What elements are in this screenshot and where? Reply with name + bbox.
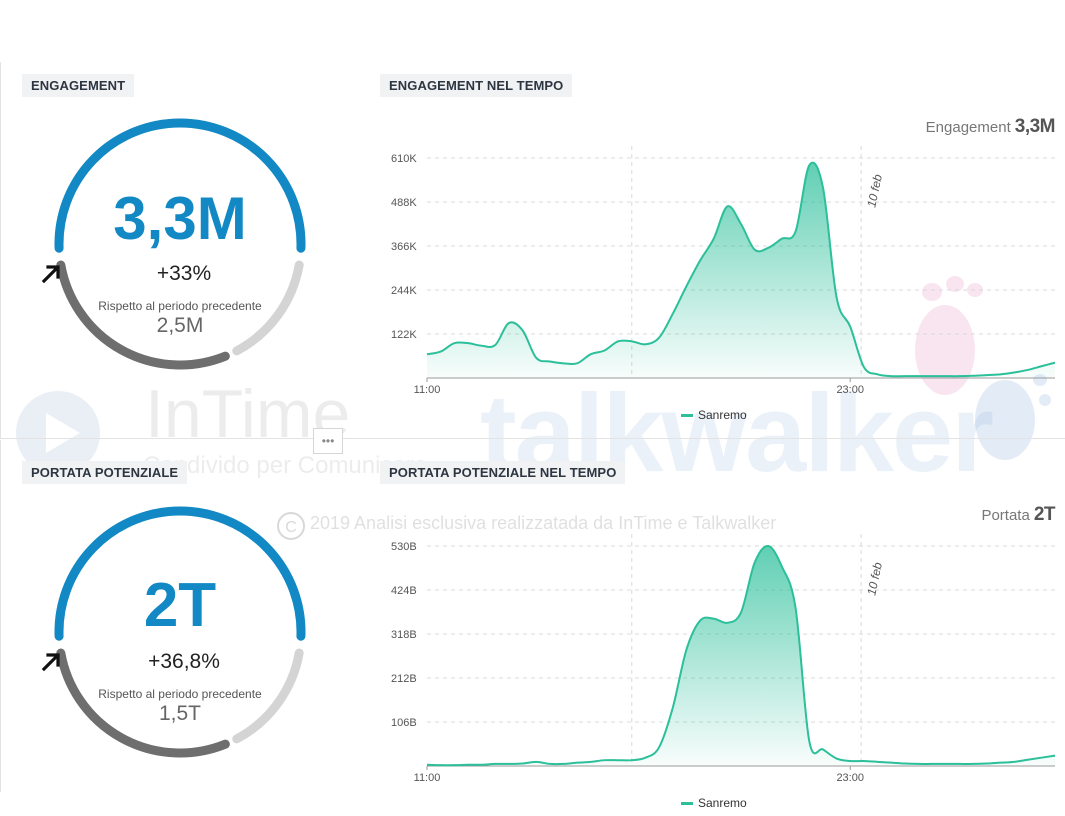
legend-swatch bbox=[681, 414, 693, 418]
left-border bbox=[0, 62, 1, 438]
engagement-delta-value: +33% bbox=[156, 262, 212, 285]
reach-delta: +36,8% bbox=[40, 650, 320, 674]
reach-metric: Portata 2T bbox=[981, 504, 1055, 526]
series-area-sanremo bbox=[427, 545, 1055, 766]
reach-time-panel-title: PORTATA POTENZIALE NEL TEMPO bbox=[380, 461, 626, 484]
y-tick-label: 122K bbox=[391, 329, 417, 341]
engagement-area-chart: 122K 244K 366K 488K 610K 11:00 23:00 10 feb bbox=[391, 146, 1056, 396]
engagement-gauge-ring bbox=[54, 118, 306, 370]
x-tick-label: 11:00 bbox=[414, 772, 441, 784]
y-tick-label: 424B bbox=[391, 585, 417, 597]
engagement-panel-title: ENGAGEMENT bbox=[22, 74, 135, 97]
reach-delta-value: +36,8% bbox=[148, 650, 220, 673]
engagement-gauge-value: 3,3M bbox=[113, 185, 247, 252]
reach-panel-title: PORTATA POTENZIALE bbox=[22, 461, 188, 484]
engagement-gauge: 3,3M +33% Rispetto al periodo precedente… bbox=[40, 104, 320, 384]
y-tick-label: 212B bbox=[391, 673, 417, 685]
reach-gauge-value: 2T bbox=[143, 571, 217, 640]
engagement-metric-label: Engagement bbox=[925, 119, 1011, 136]
engagement-delta: +33% bbox=[40, 262, 320, 286]
section-divider bbox=[0, 438, 1065, 439]
series-line-sanremo bbox=[426, 161, 1056, 378]
legend-swatch bbox=[681, 802, 693, 806]
reach-compare-label: Rispetto al periodo precedente bbox=[98, 687, 262, 701]
gauge-arc-previous bbox=[56, 260, 230, 370]
gauge-arc-remainder bbox=[232, 260, 304, 356]
date-marker-label: 10 feb bbox=[864, 561, 885, 597]
y-tick-label: 530B bbox=[391, 541, 417, 553]
engagement-time-panel-title: ENGAGEMENT NEL TEMPO bbox=[380, 74, 573, 97]
x-tick-label: 11:00 bbox=[414, 384, 441, 396]
left-border-bottom bbox=[0, 440, 1, 792]
date-marker-label: 10 feb bbox=[864, 173, 885, 209]
y-tick-label: 318B bbox=[391, 629, 417, 641]
more-options-handle[interactable]: ••• bbox=[313, 428, 343, 454]
y-tick-label: 244K bbox=[391, 285, 417, 297]
engagement-legend-label: Sanremo bbox=[698, 408, 747, 422]
x-tick-label: 23:00 bbox=[836, 384, 864, 396]
y-tick-label: 610K bbox=[391, 153, 417, 165]
y-tick-label: 366K bbox=[391, 241, 417, 253]
series-line-sanremo bbox=[426, 544, 1056, 767]
engagement-metric: Engagement 3,3M bbox=[925, 116, 1056, 138]
gauge-arc-current bbox=[54, 118, 306, 253]
reach-metric-value: 2T bbox=[1033, 504, 1056, 525]
engagement-metric-value: 3,3M bbox=[1014, 116, 1056, 137]
reach-gauge-ring bbox=[54, 506, 306, 758]
reach-gauge: 2T +36,8% Rispetto al periodo precedente… bbox=[40, 492, 320, 772]
y-tick-label: 106B bbox=[391, 717, 417, 729]
series-area-sanremo bbox=[427, 162, 1055, 378]
engagement-compare-label: Rispetto al periodo precedente bbox=[98, 299, 262, 313]
x-tick-label: 23:00 bbox=[836, 772, 864, 784]
gauge-arc-previous bbox=[56, 648, 230, 758]
reach-legend[interactable]: Sanremo bbox=[681, 796, 747, 810]
gauge-arc-remainder bbox=[232, 648, 304, 744]
reach-metric-label: Portata bbox=[981, 507, 1030, 524]
gauge-arc-current bbox=[54, 506, 306, 641]
engagement-legend[interactable]: Sanremo bbox=[681, 408, 747, 422]
reach-previous-value: 1,5T bbox=[158, 702, 202, 725]
reach-legend-label: Sanremo bbox=[698, 796, 747, 810]
y-tick-label: 488K bbox=[391, 197, 417, 209]
engagement-previous-value: 2,5M bbox=[156, 314, 204, 337]
reach-area-chart: 106B 212B 318B 424B 530B 11:00 23:00 10 feb bbox=[391, 534, 1056, 784]
